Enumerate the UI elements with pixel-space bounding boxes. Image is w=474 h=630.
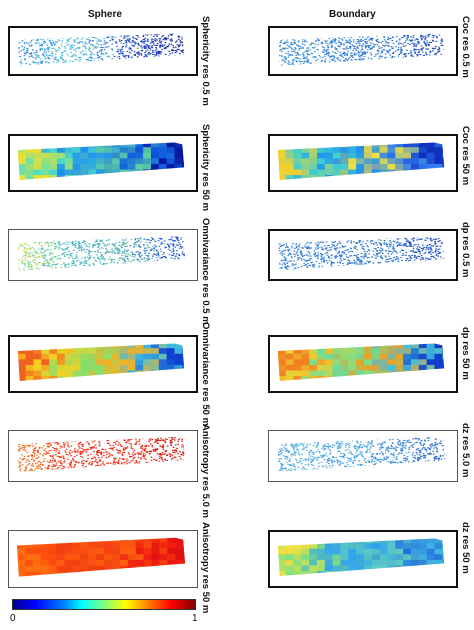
label-sphericity-0.5m: Sphericity res 0.5 m (200, 16, 211, 106)
panel-omnivariance-50m (8, 335, 198, 393)
strip-map (17, 436, 186, 472)
label-omnivariance-0.5m: Omnivariance res 0.5 m (200, 218, 211, 325)
panel-sphericity-50m (8, 134, 198, 192)
strip-map (17, 33, 185, 66)
label-coc-0.5m: Coc res 0.5 m (460, 16, 471, 78)
column-title-boundary: Boundary (329, 9, 376, 20)
strip-map (17, 343, 185, 381)
strip-map (277, 142, 445, 180)
label-anisotropy-5m: Anisotropy res 5.0 m (200, 424, 211, 518)
panel-dz-5m (268, 430, 458, 482)
colorbar-min-label: 0 (10, 613, 16, 624)
colorbar-max-label: 1 (192, 613, 198, 624)
strip-map (277, 538, 445, 576)
panel-anisotropy-50m (8, 530, 198, 588)
strip-map (278, 33, 445, 66)
label-sphericity-50m: Sphericity res 50 m (200, 124, 211, 212)
panel-anisotropy-5m (8, 430, 198, 482)
strip-map (16, 537, 186, 577)
strip-map (278, 236, 445, 271)
label-dz-5m: dz res 5.0 m (460, 423, 471, 478)
label-anisotropy-50m: Anisotropy res 50 m (200, 522, 211, 614)
panel-omnivariance-0.5m (8, 229, 198, 281)
strip-map (17, 142, 185, 180)
label-omnivariance-50m: Omnivariance res 50 m (200, 322, 211, 427)
panel-dp-0.5m (268, 229, 458, 281)
strip-map (17, 235, 186, 271)
label-coc-50m: Coc res 50 m (460, 126, 471, 186)
panel-sphericity-0.5m (8, 26, 198, 76)
label-dp-50m: dp res 50 m (460, 327, 471, 380)
strip-map (277, 343, 445, 381)
label-dz-50m: dz res 50 m (460, 522, 471, 574)
panel-coc-50m (268, 134, 458, 192)
colorbar (12, 599, 196, 610)
column-title-sphere: Sphere (88, 9, 122, 20)
strip-map (277, 436, 446, 472)
panel-dp-50m (268, 335, 458, 393)
label-dp-0.5m: dp res 0.5 m (460, 222, 471, 278)
panel-dz-50m (268, 530, 458, 588)
panel-coc-0.5m (268, 26, 458, 76)
